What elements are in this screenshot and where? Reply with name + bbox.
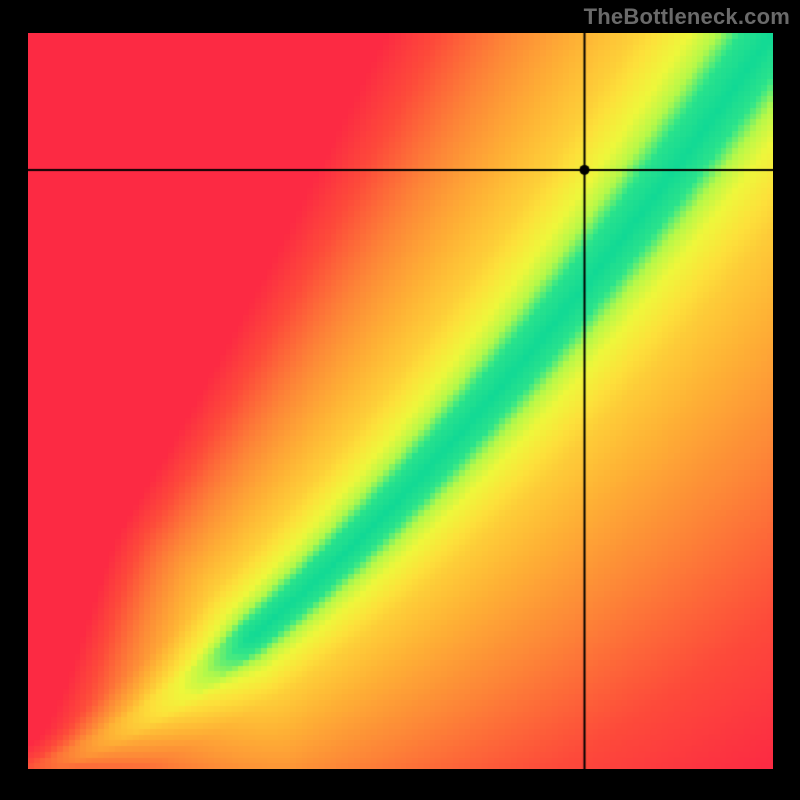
heatmap-plot [28, 33, 773, 769]
heatmap-canvas [28, 33, 773, 769]
watermark-text: TheBottleneck.com [584, 4, 790, 30]
